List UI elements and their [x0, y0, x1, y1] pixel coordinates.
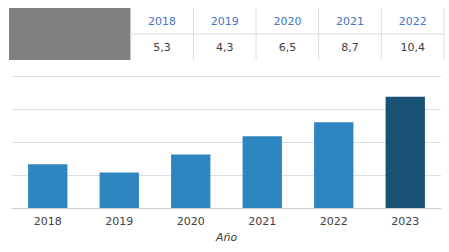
svg-text:2020: 2020 — [177, 215, 205, 228]
svg-text:2023: 2023 — [391, 215, 419, 228]
svg-text:2018: 2018 — [34, 215, 62, 228]
svg-text:2019: 2019 — [105, 215, 133, 228]
svg-text:2019: 2019 — [211, 15, 239, 28]
svg-text:6,5: 6,5 — [279, 41, 297, 54]
svg-text:2018: 2018 — [148, 15, 176, 28]
svg-text:2022: 2022 — [399, 15, 427, 28]
svg-text:2021: 2021 — [336, 15, 364, 28]
svg-text:Año: Año — [215, 231, 237, 244]
svg-text:2022: 2022 — [320, 215, 348, 228]
svg-text:2020: 2020 — [273, 15, 301, 28]
svg-text:8,7: 8,7 — [341, 41, 359, 54]
svg-text:4,3: 4,3 — [216, 41, 234, 54]
svg-text:2021: 2021 — [248, 215, 276, 228]
svg-text:5,3: 5,3 — [153, 41, 171, 54]
svg-text:10,4: 10,4 — [400, 41, 425, 54]
